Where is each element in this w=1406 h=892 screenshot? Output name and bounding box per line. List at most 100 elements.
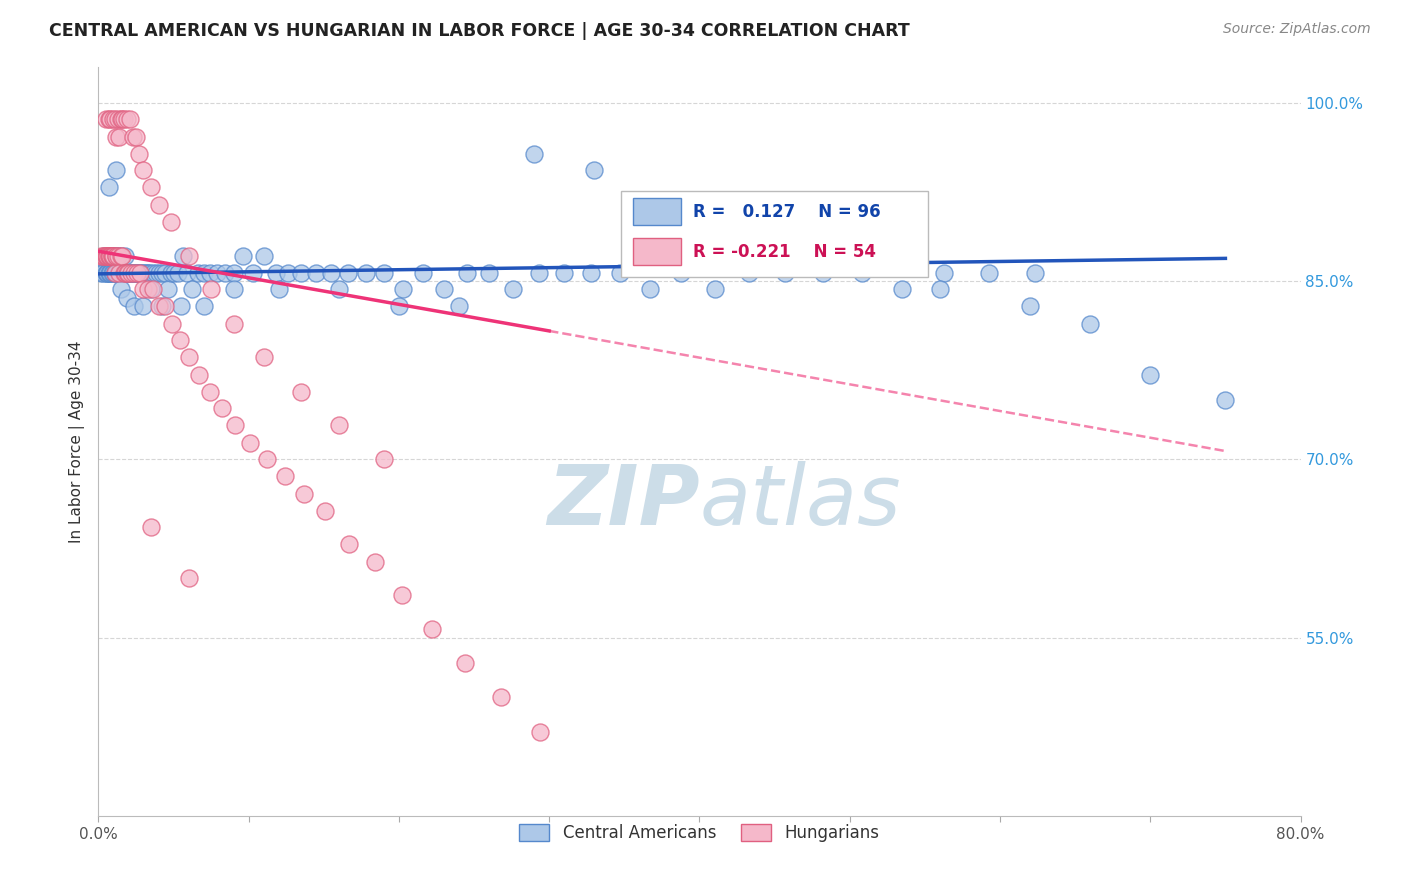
Point — [153, 299, 176, 313]
Point — [454, 656, 477, 670]
Point — [132, 163, 155, 178]
Point — [104, 266, 127, 280]
Point — [96, 249, 118, 263]
Point — [211, 401, 233, 416]
Point — [638, 282, 661, 296]
Point — [114, 266, 136, 280]
Point — [94, 249, 117, 263]
Point — [193, 266, 215, 280]
Point — [97, 112, 120, 127]
Point — [97, 180, 120, 194]
Point — [114, 266, 136, 280]
Point — [433, 282, 456, 296]
Point — [108, 266, 131, 280]
Point — [105, 163, 128, 178]
Point — [1019, 299, 1042, 313]
Point — [328, 282, 350, 296]
Point — [128, 146, 150, 161]
Point — [256, 452, 278, 467]
Point — [253, 249, 276, 263]
Point — [136, 282, 159, 296]
Point — [1139, 368, 1161, 382]
Point — [138, 266, 160, 280]
Point — [527, 266, 550, 280]
Point — [290, 266, 312, 280]
Point — [100, 249, 122, 263]
Point — [96, 266, 118, 280]
Point — [609, 266, 631, 280]
Point — [105, 130, 128, 145]
Point — [132, 299, 155, 313]
Point — [198, 384, 221, 399]
Point — [412, 266, 434, 280]
Point — [274, 469, 297, 483]
Point — [110, 266, 132, 280]
Point — [253, 350, 276, 364]
Point — [222, 282, 245, 296]
Point — [891, 282, 914, 296]
Legend: Central Americans, Hungarians: Central Americans, Hungarians — [513, 818, 886, 849]
Point — [110, 249, 132, 263]
Point — [100, 249, 122, 263]
FancyBboxPatch shape — [621, 191, 928, 277]
Point — [200, 282, 222, 296]
Point — [314, 503, 336, 517]
Point — [117, 266, 139, 280]
Point — [108, 130, 131, 145]
Point — [176, 266, 198, 280]
Point — [136, 266, 159, 280]
Point — [232, 249, 254, 263]
Point — [134, 266, 156, 280]
Point — [115, 112, 138, 127]
Point — [111, 112, 134, 127]
Point — [112, 112, 135, 127]
Point — [1024, 266, 1046, 280]
Point — [100, 266, 122, 280]
Point — [100, 112, 122, 127]
Point — [131, 266, 153, 280]
Point — [107, 112, 129, 127]
Point — [170, 299, 193, 313]
Point — [305, 266, 328, 280]
Point — [478, 266, 501, 280]
Point — [104, 266, 127, 280]
Point — [90, 266, 112, 280]
Point — [150, 299, 173, 313]
Point — [121, 266, 143, 280]
Point — [851, 266, 873, 280]
Point — [110, 112, 132, 127]
Point — [132, 266, 155, 280]
Point — [111, 249, 134, 263]
Point — [239, 435, 262, 450]
Point — [110, 282, 132, 296]
Point — [148, 198, 170, 212]
Point — [150, 266, 173, 280]
Point — [159, 266, 181, 280]
Point — [115, 266, 138, 280]
Point — [105, 249, 128, 263]
Point — [94, 249, 117, 263]
Point — [108, 266, 131, 280]
Point — [129, 266, 152, 280]
Point — [180, 282, 202, 296]
Point — [198, 266, 221, 280]
Point — [553, 266, 575, 280]
Point — [94, 112, 117, 127]
Point — [205, 266, 228, 280]
Point — [364, 555, 387, 569]
Point — [222, 266, 245, 280]
Point — [159, 214, 181, 228]
Point — [103, 249, 125, 263]
Point — [141, 282, 163, 296]
Point — [214, 266, 236, 280]
Point — [456, 266, 478, 280]
Point — [160, 317, 183, 331]
Point — [97, 249, 120, 263]
Point — [703, 282, 725, 296]
Point — [97, 249, 120, 263]
Point — [124, 266, 146, 280]
Point — [337, 537, 360, 551]
Point — [177, 571, 200, 585]
Point — [391, 588, 413, 602]
Point — [169, 334, 191, 348]
